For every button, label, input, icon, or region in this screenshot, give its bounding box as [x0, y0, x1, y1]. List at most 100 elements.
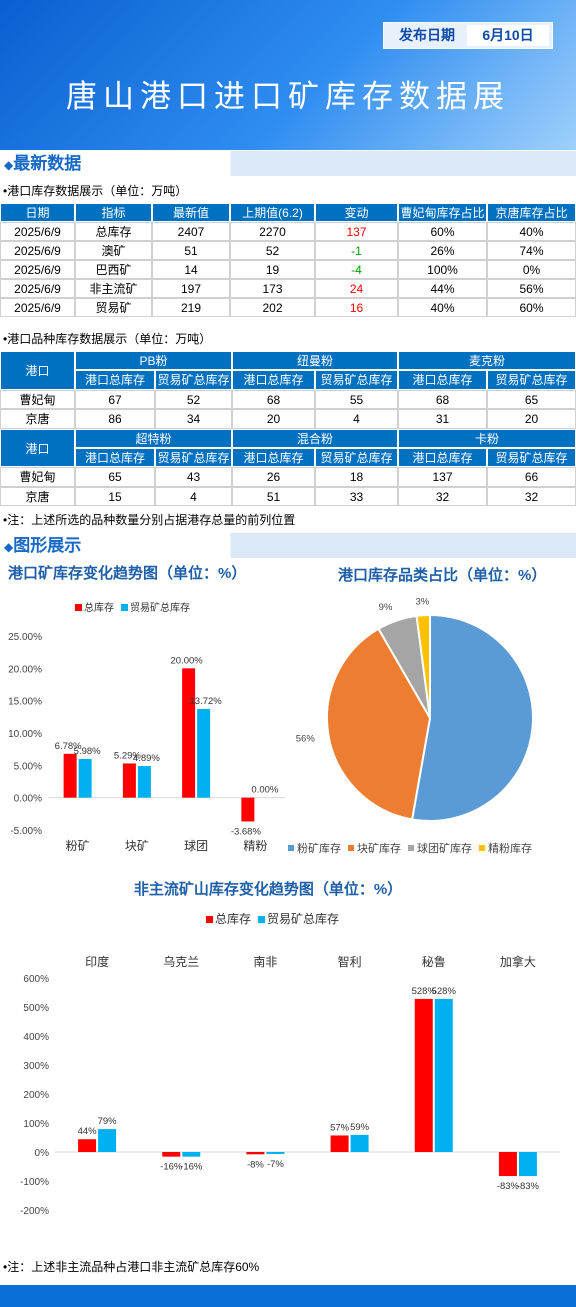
- bar: [350, 1134, 369, 1152]
- data-label: 528%: [432, 986, 457, 997]
- chart-title: 港口矿库存变化趋势图（单位：%）: [8, 564, 246, 582]
- table-header: 曹妃甸库存占比: [398, 203, 487, 222]
- table-cell: 100%: [398, 260, 487, 279]
- table-subheader: 贸易矿总库存: [155, 370, 232, 390]
- y-tick-label: 5.00%: [14, 761, 42, 772]
- data-label: 20.00%: [171, 655, 204, 666]
- table-header: 港口: [0, 428, 75, 468]
- bar: [241, 797, 255, 822]
- table-cell: 26%: [398, 241, 487, 260]
- legend-label: 块矿库存: [357, 841, 401, 855]
- table-header: 混合粉: [232, 428, 398, 448]
- table-row-label: 京唐: [0, 486, 75, 507]
- data-label: -7%: [267, 1159, 284, 1170]
- table-cell: 67: [75, 389, 155, 410]
- x-tick-label: 精粉: [243, 839, 267, 853]
- table-header: 日期: [0, 203, 75, 222]
- note: •注：上述所选的品种数量分别占据港存总量的前列位置: [3, 513, 296, 527]
- x-tick-label: 秘鲁: [422, 955, 446, 969]
- table-cell: 2270: [230, 222, 315, 241]
- section-title: ◆图形展示: [4, 533, 81, 558]
- table-header: 指标: [75, 203, 152, 222]
- bar: [182, 1152, 201, 1157]
- table-cell: 219: [152, 298, 230, 317]
- legend-label: 球团矿库存: [417, 841, 472, 855]
- table-cell: 总库存: [75, 222, 152, 241]
- table-cell: 16: [315, 298, 398, 317]
- y-tick-label: -200%: [20, 1206, 49, 1217]
- table-cell: 巴西矿: [75, 260, 152, 279]
- x-tick-label: 印度: [85, 954, 109, 969]
- table-cell: 60%: [487, 298, 576, 317]
- x-tick-label: 南非: [253, 954, 277, 969]
- table-cell: -4: [315, 260, 398, 279]
- legend-swatch: [479, 845, 485, 851]
- table-cell: 4: [155, 486, 232, 507]
- data-label: 79%: [98, 1116, 118, 1127]
- data-label: -3.68%: [231, 826, 262, 837]
- table-cell: 137: [398, 467, 487, 487]
- chart: 港口库存品类占比（单位：%）76%56%9%3%粉矿库存块矿库存球团矿库存精粉库…: [288, 566, 546, 855]
- section-bar: [0, 533, 576, 558]
- table-cell: 86: [75, 409, 155, 429]
- table-cell: 40%: [487, 222, 576, 241]
- y-tick-label: 10.00%: [8, 729, 42, 740]
- caption: •港口品种库存数据展示（单位：万吨）: [3, 332, 212, 346]
- data-label: 13.72%: [190, 696, 223, 707]
- table-cell: 2025/6/9: [0, 222, 75, 241]
- note: •注：上述非主流品种占港口非主流矿总库存60%: [3, 1260, 260, 1274]
- section-text: 图形展示: [13, 536, 82, 555]
- table-cell: 24: [315, 279, 398, 298]
- table-cell: 60%: [398, 222, 487, 241]
- table-subheader: 贸易矿总库存: [487, 370, 576, 390]
- table-cell: 65: [75, 467, 155, 487]
- y-tick-label: 100%: [23, 1119, 49, 1130]
- table-cell: 56%: [487, 279, 576, 298]
- pie-slice: [415, 613, 431, 719]
- legend-swatch: [258, 916, 266, 923]
- table-row-label: 京唐: [0, 409, 75, 429]
- x-tick-label: 块矿: [125, 839, 149, 853]
- table-cell: 51: [152, 241, 230, 260]
- table-cell: 4: [315, 409, 398, 429]
- table-cell: 197: [152, 279, 230, 298]
- legend-swatch: [288, 845, 294, 851]
- y-tick-label: 300%: [23, 1061, 49, 1072]
- legend-label: 贸易矿总库存: [267, 911, 339, 926]
- data-label: 9%: [379, 602, 393, 613]
- data-label: 57%: [330, 1122, 350, 1133]
- table-subheader: 港口总库存: [232, 370, 315, 390]
- y-tick-label: -100%: [20, 1177, 49, 1188]
- bar: [63, 753, 77, 798]
- table-cell: 澳矿: [75, 241, 152, 260]
- legend-label: 精粉库存: [488, 841, 532, 855]
- table-cell: 2025/6/9: [0, 298, 75, 317]
- bar: [122, 763, 136, 798]
- table-cell: 51: [232, 486, 315, 507]
- table-subheader: 港口总库存: [75, 448, 155, 468]
- bar: [518, 1152, 537, 1177]
- date-value: 6月10日: [467, 25, 549, 46]
- table-subheader: 港口总库存: [398, 448, 487, 468]
- table-cell: 20: [232, 409, 315, 429]
- legend-swatch: [75, 604, 82, 611]
- y-tick-label: -5.00%: [10, 826, 42, 837]
- table-header: 麦克粉: [398, 351, 576, 371]
- table-cell: -1: [315, 241, 398, 260]
- data-label: 0.00%: [251, 785, 278, 796]
- table-cell: 20: [487, 409, 576, 429]
- table-cell: 52: [155, 389, 232, 410]
- bar: [498, 1152, 517, 1177]
- x-tick-label: 乌克兰: [163, 954, 199, 969]
- data-label: 4.89%: [133, 753, 160, 764]
- table-cell: 34: [155, 409, 232, 429]
- legend-swatch: [348, 845, 354, 851]
- table-cell: 非主流矿: [75, 279, 152, 298]
- legend-swatch: [206, 916, 213, 923]
- table-header: 纽曼粉: [232, 351, 398, 371]
- legend-label: 贸易矿总库存: [130, 601, 190, 614]
- y-tick-label: 15.00%: [8, 697, 42, 708]
- y-tick-label: 600%: [23, 974, 49, 985]
- data-label: 3%: [415, 596, 429, 607]
